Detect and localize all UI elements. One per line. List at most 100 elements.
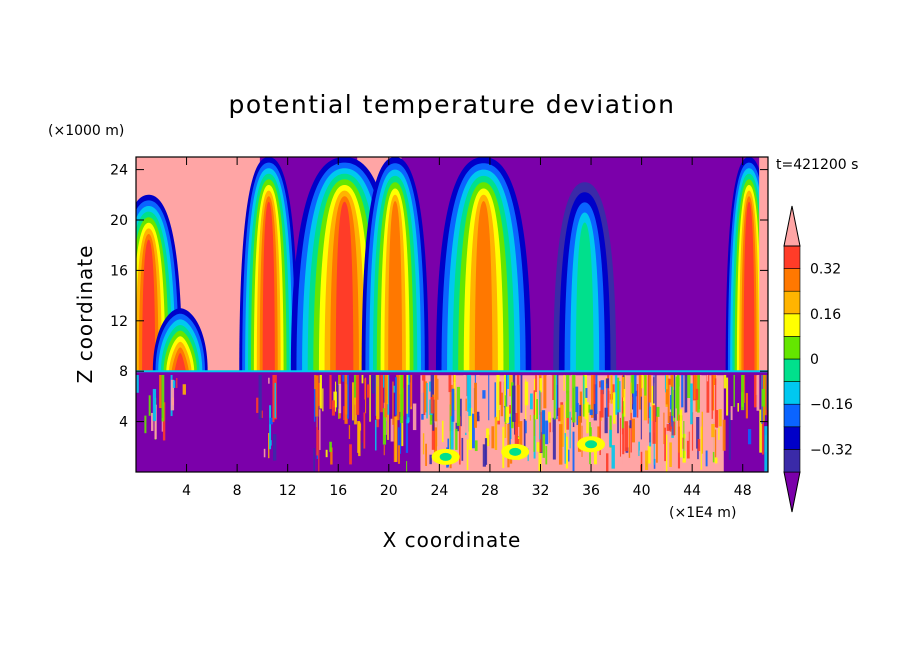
lower-streak <box>369 374 371 422</box>
lower-streak <box>494 416 498 450</box>
lower-streak <box>459 416 461 465</box>
lower-streak <box>392 381 394 425</box>
lower-streak <box>653 377 655 404</box>
lower-streak <box>564 433 566 464</box>
lower-streak <box>355 374 360 415</box>
lower-streak <box>354 397 357 425</box>
lower-streak <box>686 431 690 459</box>
lower-streak <box>504 395 507 424</box>
lower-streak <box>668 378 672 385</box>
lower-streak <box>714 378 717 428</box>
lower-streak <box>764 426 768 472</box>
colorbar-swatch <box>783 313 801 337</box>
lower-streak <box>600 380 605 395</box>
y-tick-label: 24 <box>110 163 128 179</box>
plume-band <box>575 222 594 372</box>
lower-streak <box>488 374 490 421</box>
lower-streak <box>494 382 496 419</box>
lower-streak <box>395 377 397 416</box>
lower-streak <box>424 381 428 413</box>
lower-streak <box>670 395 672 410</box>
colorbar-arrow-high <box>783 205 801 247</box>
lower-streak <box>683 421 685 459</box>
lower-streak <box>558 407 562 422</box>
lower-streak <box>714 457 718 464</box>
lower-streak <box>472 413 475 449</box>
lower-streak <box>705 450 708 467</box>
lower-streak <box>733 374 735 407</box>
lower-streak <box>670 374 674 387</box>
lower-streak <box>533 378 538 420</box>
lower-streak <box>552 417 556 460</box>
lower-streak <box>672 420 674 435</box>
plume-band <box>388 201 403 372</box>
lower-streak <box>482 390 486 399</box>
lower-streak <box>625 399 629 412</box>
lower-streak <box>365 377 367 414</box>
plume-band <box>142 239 156 372</box>
lower-streak <box>737 403 739 412</box>
lower-streak <box>630 412 632 453</box>
x-tick-label: 36 <box>582 483 600 499</box>
lower-streak <box>512 385 516 422</box>
colorbar-swatch <box>783 336 801 360</box>
lower-streak <box>151 412 154 431</box>
lower-streak <box>319 374 322 409</box>
lower-streak <box>144 415 147 434</box>
lower-streak <box>638 374 642 410</box>
lower-streak <box>606 453 609 472</box>
colorbar: 0.32 0.16 0 −0.16 −0.32 <box>783 205 853 513</box>
lower-streak <box>691 412 694 451</box>
lower-streak <box>629 420 632 429</box>
lower-streak <box>599 381 602 388</box>
colorbar-swatch <box>783 426 801 450</box>
colorbar-tick-label: −0.16 <box>810 397 853 413</box>
lower-streak <box>270 440 272 446</box>
plume-4 <box>361 157 429 372</box>
x-tick-label: 32 <box>532 483 550 499</box>
lower-streak <box>159 374 162 409</box>
lower-streak <box>684 374 688 413</box>
lower-streak <box>606 383 608 418</box>
x-axis-unit: (×1E4 m) <box>669 505 736 521</box>
lower-streak <box>693 374 696 400</box>
lower-streak <box>557 374 559 416</box>
lower-streak <box>361 442 363 451</box>
lower-streak <box>745 393 748 419</box>
lower-streak <box>313 374 316 422</box>
lower-streak <box>502 426 505 469</box>
lower-streak <box>555 374 558 409</box>
lower-streak <box>539 378 543 393</box>
lower-streak <box>256 397 259 413</box>
lower-streak <box>549 432 553 465</box>
x-axis: 4 8 12 16 20 24 28 32 36 40 44 48 <box>182 157 752 499</box>
lower-streak <box>552 374 555 401</box>
colorbar-tick-label: −0.32 <box>810 442 853 458</box>
lower-streak <box>148 395 151 416</box>
lower-streak <box>258 374 262 420</box>
lower-streak <box>621 401 624 429</box>
plume-band <box>743 201 755 372</box>
lower-streak <box>718 427 720 440</box>
x-tick-label: 16 <box>329 483 347 499</box>
plume-band <box>174 353 187 372</box>
lower-streak <box>509 374 513 397</box>
lower-streak <box>656 406 660 417</box>
colorbar-swatch <box>783 245 801 269</box>
lower-streak <box>387 374 390 415</box>
lower-streak <box>431 422 435 450</box>
lower-streak <box>170 379 175 411</box>
x-tick-label: 8 <box>233 483 242 499</box>
lower-streak <box>465 398 467 411</box>
lower-streak <box>456 386 461 426</box>
lower-streak <box>563 374 565 391</box>
lower-streak <box>612 384 615 394</box>
lower-streak <box>348 425 351 439</box>
lower-streak <box>690 383 693 425</box>
lower-streak <box>545 445 548 465</box>
lower-streak <box>694 388 699 400</box>
lower-streak <box>461 437 464 461</box>
x-tick-label: 20 <box>380 483 398 499</box>
lower-streak <box>536 442 540 452</box>
lower-streak <box>344 384 348 415</box>
